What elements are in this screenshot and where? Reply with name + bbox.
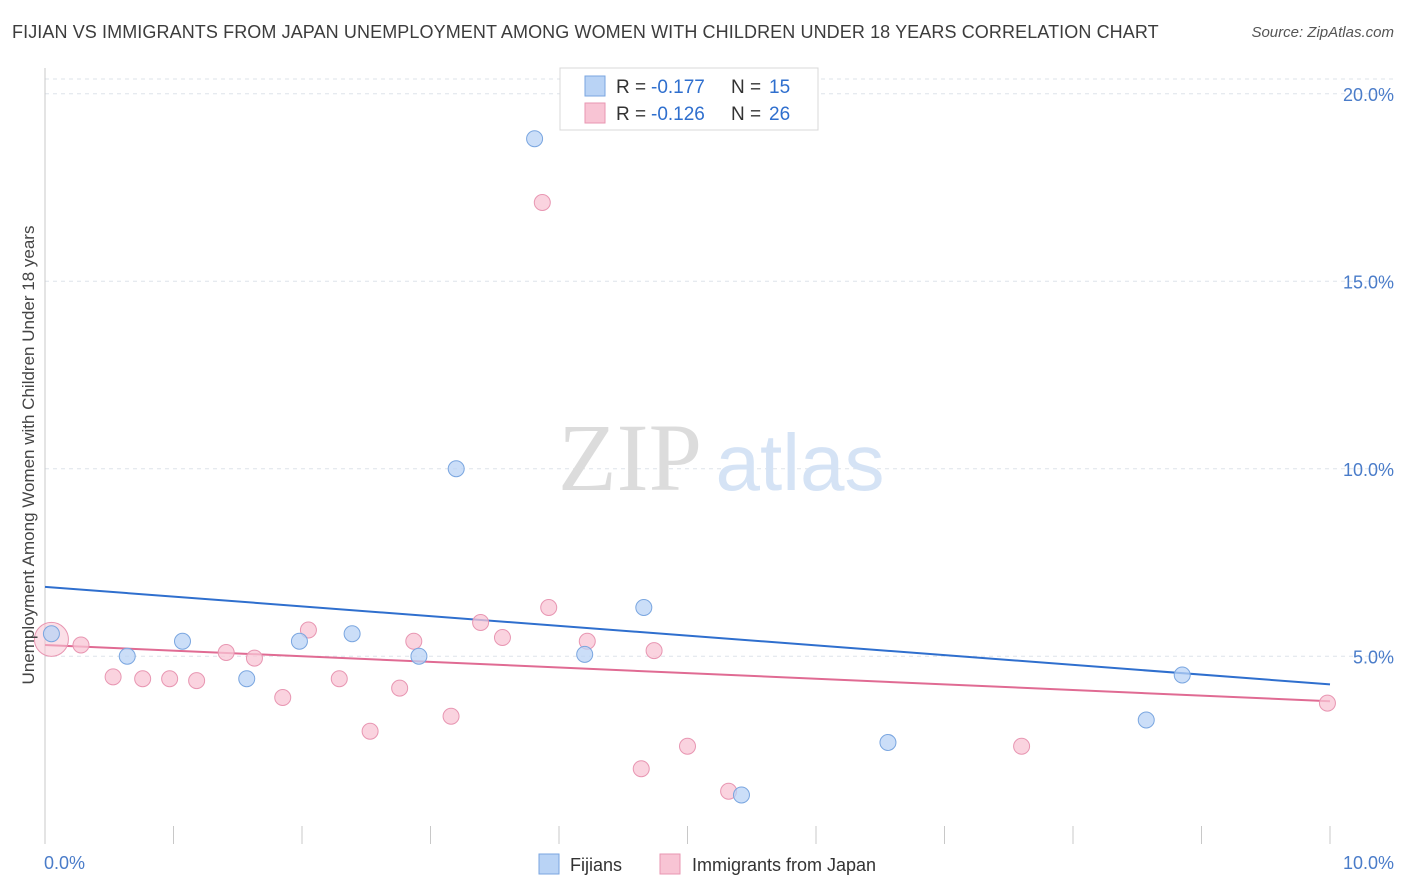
- legend-r-label-fijians: R =: [616, 77, 646, 98]
- point-japan-13: [405, 632, 423, 650]
- point-japan-24: [1013, 737, 1031, 755]
- y-tick-label-1: 10.0%: [1343, 460, 1394, 480]
- legend-r-label-japan: R =: [616, 104, 646, 125]
- point-japan-12: [391, 679, 409, 697]
- point-japan-3: [134, 670, 152, 688]
- point-japan-4: [161, 670, 179, 688]
- y-tick-labels: 5.0% 10.0% 15.0% 20.0%: [1343, 85, 1394, 668]
- data-points: [33, 130, 1336, 804]
- point-fijians-10: [635, 599, 653, 616]
- y-axis-label: Unemployment Among Women with Children U…: [19, 226, 38, 685]
- point-fijians-5: [343, 625, 361, 643]
- point-fijians-12: [879, 734, 897, 751]
- point-fijians-3: [238, 670, 256, 688]
- x-tick-label-min: 0.0%: [44, 853, 85, 873]
- point-fijians-6: [410, 647, 428, 665]
- bottom-legend-swatch-japan: [659, 853, 681, 875]
- x-tick-label-max: 10.0%: [1343, 853, 1394, 873]
- bottom-legend-label-japan: Immigrants from Japan: [692, 855, 876, 875]
- point-japan-11: [361, 722, 379, 740]
- correlation-legend: R = -0.177 N = 15 R = -0.126 N = 26: [559, 67, 819, 131]
- point-fijians-7: [447, 460, 465, 478]
- point-japan-8: [274, 689, 292, 706]
- gridlines: [45, 78, 1395, 657]
- point-fijians-1: [118, 647, 136, 665]
- point-fijians-14: [1173, 666, 1191, 684]
- watermark-zip: ZIP: [558, 404, 702, 511]
- point-japan-21: [645, 642, 663, 660]
- legend-n-value-japan: 26: [769, 104, 790, 125]
- point-japan-20: [632, 760, 650, 778]
- point-fijians-11: [732, 786, 750, 804]
- point-japan-18: [540, 599, 558, 616]
- point-fijians-0: [42, 625, 60, 643]
- point-fijians-2: [173, 632, 191, 650]
- legend-swatch-fijians: [584, 75, 606, 97]
- point-japan-9: [299, 621, 317, 639]
- trend-lines: [44, 585, 1331, 703]
- y-tick-label-2: 15.0%: [1343, 272, 1394, 292]
- legend-n-label-japan: N =: [731, 104, 761, 125]
- point-japan-7: [245, 649, 263, 667]
- axes: [44, 68, 1331, 844]
- y-tick-label-0: 5.0%: [1353, 647, 1394, 667]
- point-japan-16: [493, 629, 511, 646]
- legend-r-value-fijians: -0.177: [651, 77, 705, 98]
- point-japan-5: [188, 672, 206, 690]
- source-credit: Source: ZipAtlas.com: [1251, 24, 1394, 41]
- watermark-atlas: atlas: [716, 418, 885, 507]
- point-japan-25: [1318, 694, 1336, 712]
- y-tick-label-3: 20.0%: [1343, 85, 1394, 105]
- point-japan-17: [533, 194, 551, 211]
- chart-title: FIJIAN VS IMMIGRANTS FROM JAPAN UNEMPLOY…: [12, 22, 1159, 42]
- legend-swatch-japan: [584, 102, 606, 124]
- point-japan-15: [472, 614, 490, 631]
- point-japan-10: [330, 670, 348, 688]
- series-legend: Fijians Immigrants from Japan: [538, 853, 876, 875]
- point-japan-2: [104, 668, 122, 686]
- point-fijians-4: [290, 632, 308, 650]
- legend-r-value-japan: -0.126: [651, 104, 705, 125]
- point-japan-1: [72, 636, 90, 654]
- point-japan-6: [217, 644, 235, 661]
- trend-line-japan: [44, 644, 1331, 703]
- legend-n-label-fijians: N =: [731, 77, 761, 98]
- point-fijians-9: [576, 645, 594, 663]
- bottom-legend-swatch-fijians: [538, 853, 560, 875]
- trend-line-fijians: [44, 585, 1331, 686]
- bottom-legend-label-fijians: Fijians: [570, 855, 622, 875]
- point-fijians-8: [526, 130, 544, 148]
- point-japan-22: [679, 737, 696, 755]
- point-japan-14: [442, 707, 460, 725]
- point-fijians-13: [1137, 711, 1155, 729]
- legend-n-value-fijians: 15: [769, 77, 790, 98]
